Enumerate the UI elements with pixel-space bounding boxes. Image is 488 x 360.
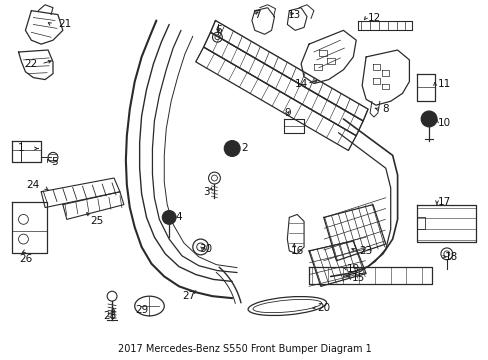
Text: 12: 12 [366, 13, 380, 23]
Text: 5: 5 [52, 157, 58, 167]
Text: 4: 4 [175, 212, 182, 222]
Text: 13: 13 [287, 10, 300, 19]
Text: 17: 17 [437, 197, 450, 207]
Text: 25: 25 [90, 216, 104, 226]
Text: 18: 18 [444, 252, 457, 262]
Text: 21: 21 [58, 19, 71, 30]
Circle shape [162, 211, 176, 224]
Text: 7: 7 [254, 10, 261, 19]
Text: 29: 29 [135, 305, 148, 315]
Text: 2: 2 [241, 144, 248, 153]
Text: 28: 28 [103, 311, 117, 321]
Text: 2017 Mercedes-Benz S550 Front Bumper Diagram 1: 2017 Mercedes-Benz S550 Front Bumper Dia… [118, 345, 370, 354]
Circle shape [420, 111, 436, 127]
Text: 15: 15 [351, 274, 364, 283]
Text: 19: 19 [346, 264, 359, 274]
Text: 10: 10 [437, 118, 450, 128]
Text: 1: 1 [18, 144, 25, 153]
Text: 24: 24 [27, 180, 40, 190]
Text: 11: 11 [437, 78, 450, 89]
Text: 9: 9 [284, 108, 290, 118]
Circle shape [224, 141, 240, 156]
Text: 30: 30 [199, 244, 212, 254]
Text: 3: 3 [203, 187, 209, 197]
Text: 16: 16 [290, 246, 303, 256]
Text: 8: 8 [382, 104, 388, 114]
Text: 26: 26 [19, 254, 32, 264]
Text: 27: 27 [182, 291, 195, 301]
Text: 20: 20 [317, 303, 330, 313]
Text: 6: 6 [215, 25, 221, 35]
Text: 22: 22 [25, 59, 38, 69]
Text: 14: 14 [294, 78, 307, 89]
Text: 23: 23 [359, 246, 372, 256]
